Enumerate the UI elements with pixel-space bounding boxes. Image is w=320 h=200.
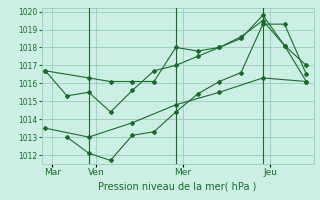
X-axis label: Pression niveau de la mer( hPa ): Pression niveau de la mer( hPa ) [99, 181, 257, 191]
